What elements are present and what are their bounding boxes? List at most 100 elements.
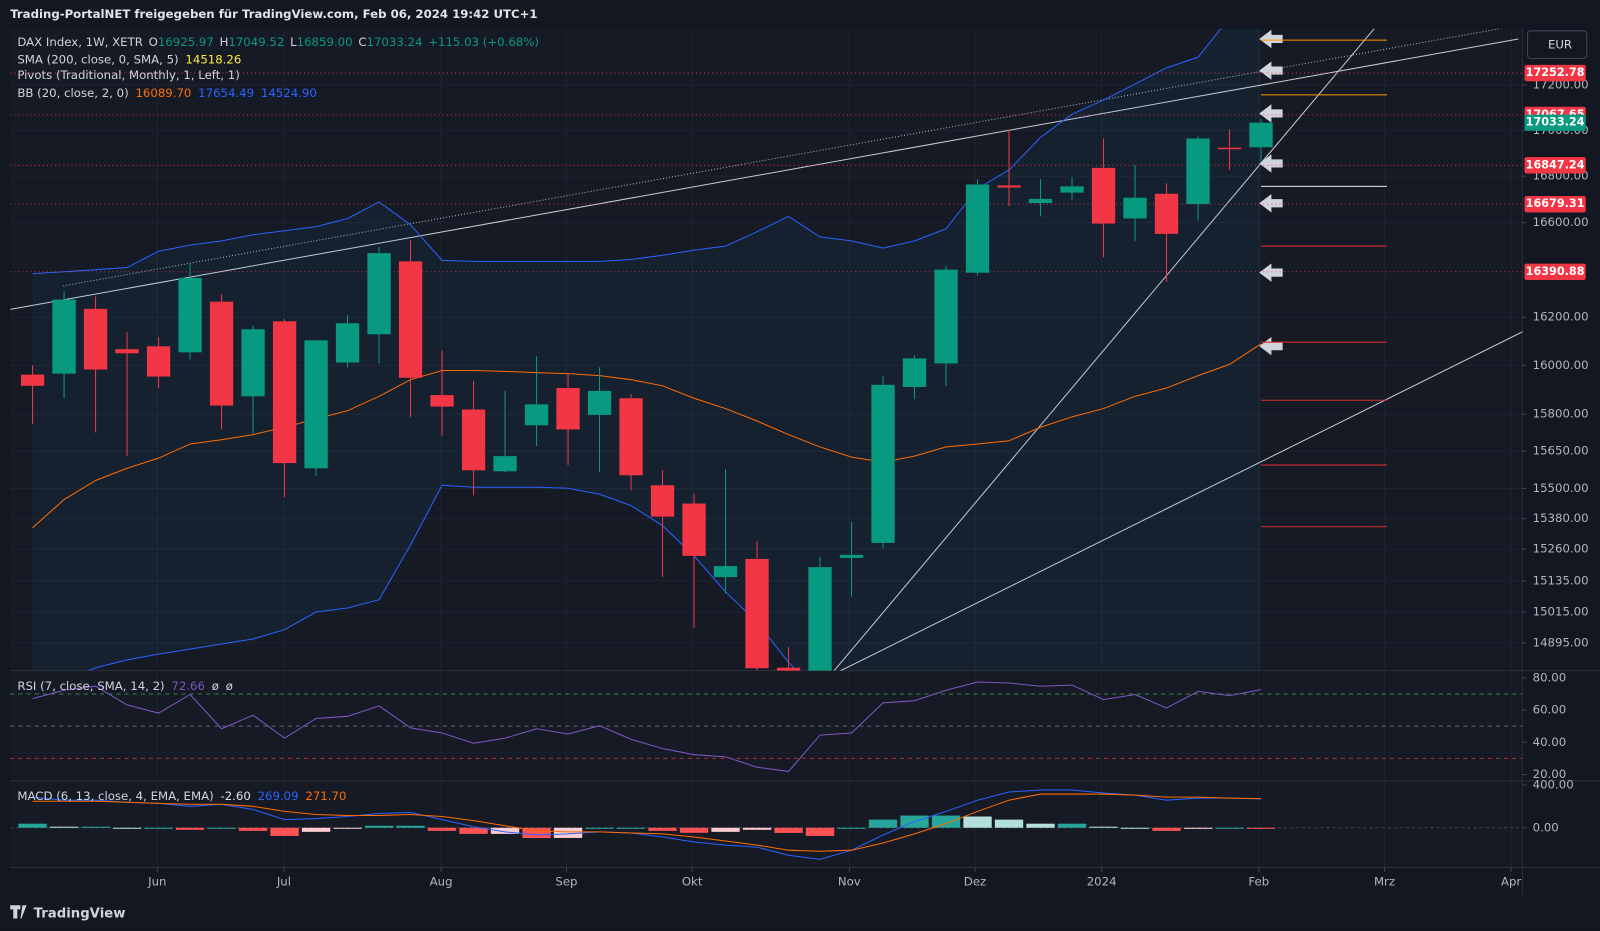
macd-label: MACD (6, 13, close, 4, EMA, EMA) — [17, 789, 213, 803]
level-box — [1524, 263, 1586, 280]
histogram-bar — [1152, 827, 1181, 831]
level-box — [1524, 195, 1586, 213]
x-tick-label: Dez — [964, 874, 986, 888]
arrow — [1259, 194, 1283, 213]
bb-legend: BB (20, close, 2, 0) 16089.70 17654.49 1… — [17, 86, 316, 100]
candle-body — [556, 388, 580, 430]
currency[interactable]: EUR — [1548, 38, 1572, 52]
histogram-bar — [868, 819, 898, 828]
histogram-bar — [1183, 827, 1213, 829]
candle-body — [115, 349, 139, 354]
candle-body — [934, 269, 958, 364]
candle-body — [20, 374, 45, 386]
ohlc-value: 17049.52 — [228, 35, 284, 49]
candle-body — [745, 558, 769, 669]
histogram-bar — [112, 827, 142, 829]
arrow — [1259, 154, 1283, 173]
histogram-bar — [364, 825, 394, 828]
histogram-bar — [711, 827, 740, 832]
candle-body — [1091, 167, 1116, 224]
top-bar — [0, 0, 1600, 28]
histogram-bar — [1120, 827, 1150, 829]
trendlines — [10, 28, 1523, 671]
candle-body — [839, 554, 864, 558]
histogram-bar — [679, 827, 709, 833]
histogram-bar — [742, 827, 772, 830]
level-label: 16679.31 — [1526, 197, 1585, 210]
histogram-bar — [994, 819, 1024, 828]
candle-body — [178, 277, 202, 353]
level-label: 17252.78 — [1526, 66, 1585, 79]
histogram-bar — [774, 827, 803, 833]
logo-mark — [10, 905, 27, 919]
histogram-bar — [931, 815, 961, 828]
ohlc-letter: H — [220, 35, 229, 49]
candle-body — [209, 301, 234, 406]
candle-body — [1217, 147, 1242, 150]
candle-body — [682, 503, 706, 556]
histogram-bar — [1026, 823, 1055, 828]
arrow — [1259, 61, 1283, 80]
candle-body — [335, 323, 360, 363]
candle-body — [461, 409, 486, 471]
y-tick-label: 20.00 — [1533, 767, 1567, 781]
y-tick-label: 15800.00 — [1533, 407, 1589, 421]
macd-line — [32, 789, 1262, 860]
candle-body — [1154, 193, 1179, 234]
candle-body — [241, 329, 265, 397]
candle-body — [272, 321, 297, 464]
trendline — [833, 28, 1375, 671]
arrow — [1259, 104, 1283, 123]
signal-value: 271.70 — [305, 789, 346, 803]
candle-body — [997, 185, 1021, 188]
x-tick-label: Feb — [1248, 874, 1269, 888]
candle-body — [902, 358, 927, 388]
histogram-bar — [648, 827, 677, 831]
candle-body — [367, 253, 391, 335]
level-label: 16847.24 — [1526, 158, 1585, 171]
histogram-bar — [616, 827, 646, 829]
x-tick-label: Aug — [430, 874, 453, 888]
y-tick-label: 16200.00 — [1533, 310, 1589, 324]
histogram-bar — [522, 827, 551, 839]
last-price-box — [1524, 114, 1586, 131]
y-tick-label: 15650.00 — [1533, 444, 1589, 458]
candle-body — [146, 346, 171, 377]
histogram-bar — [837, 827, 866, 829]
y-tick-label: 16000.00 — [1533, 358, 1589, 372]
last-price-label: 17033.24 — [1526, 116, 1585, 129]
histogram-bar — [490, 827, 520, 834]
candle-body — [965, 184, 990, 273]
x-tick-label: Okt — [682, 874, 703, 888]
candle-body — [1249, 122, 1273, 148]
histogram-bar — [1057, 823, 1087, 828]
arrow — [1259, 29, 1283, 49]
currency-button[interactable] — [1527, 30, 1588, 59]
x-tick-label: Jul — [276, 874, 291, 888]
candle-body — [776, 667, 801, 671]
histogram-bar — [144, 827, 173, 829]
bb-fill — [32, 28, 1262, 671]
rsi-pane — [10, 681, 1523, 772]
histogram-bar — [427, 827, 457, 831]
candle-body — [1028, 198, 1053, 204]
legend: DAX Index, 1W, XETR O16925.97 H17049.52 … — [17, 35, 539, 803]
histogram-bar — [175, 827, 205, 830]
main-legend: DAX Index, 1W, XETR O16925.97 H17049.52 … — [17, 35, 539, 49]
level-label: 16390.88 — [1526, 265, 1585, 278]
y-tick-label: 16600.00 — [1533, 215, 1589, 229]
macd-value: 269.09 — [258, 789, 299, 803]
ohlc-value: 16859.00 — [297, 35, 353, 49]
histogram-bar — [49, 826, 79, 828]
level-box — [1524, 157, 1586, 174]
ohlc-letter: O — [149, 35, 158, 49]
histogram-bar — [207, 827, 236, 829]
x-tick-label: Apr — [1501, 874, 1521, 888]
candle-body — [619, 398, 643, 476]
x-tick-label: 2024 — [1087, 874, 1117, 888]
sma-value: 14518.26 — [185, 52, 241, 66]
candle-body — [524, 404, 549, 426]
candle-body — [1123, 197, 1147, 219]
candle-body — [587, 390, 612, 415]
